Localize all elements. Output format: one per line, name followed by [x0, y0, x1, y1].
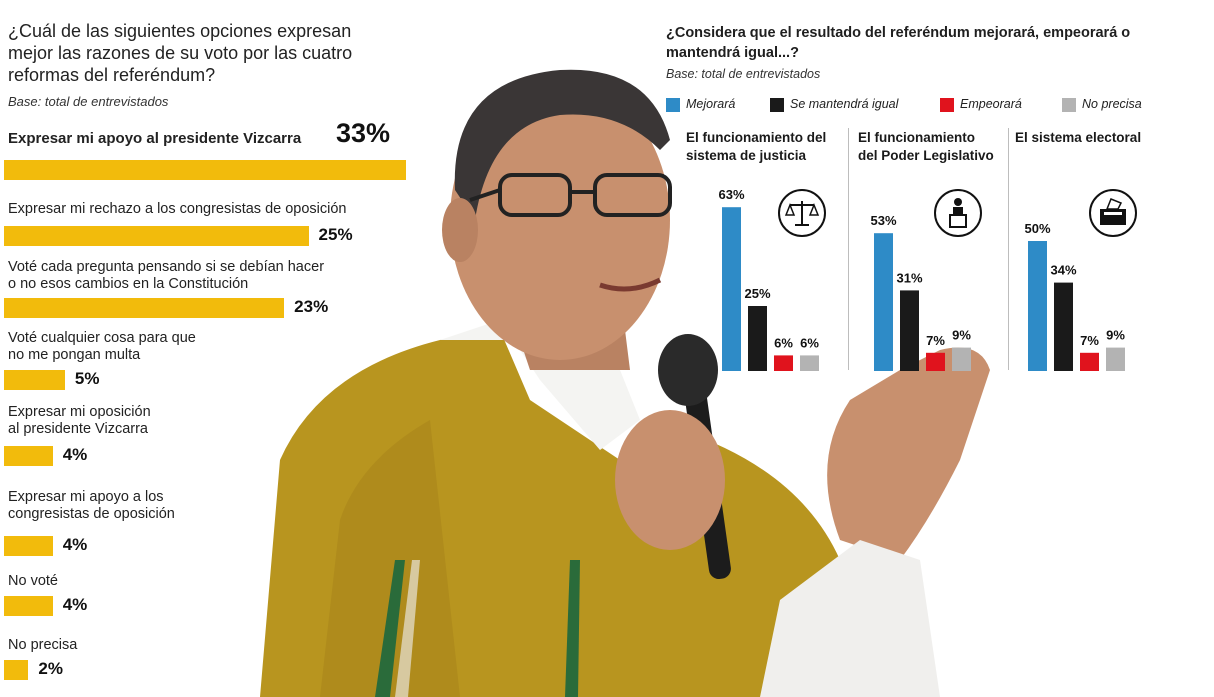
right-chart-base-note: Base: total de entrevistados [666, 67, 821, 81]
politician-photo [260, 69, 990, 697]
left-bar-label: Voté cualquier cosa para que no me pongan… [8, 330, 368, 364]
panel-title: El funcionamiento del Poder Legislativo [858, 129, 1018, 165]
left-bar-value-label: 4% [62, 535, 88, 554]
left-bar-label-line: Voté cualquier cosa para que [8, 330, 196, 346]
left-bar [4, 298, 285, 318]
left-bar-value-label: 4% [62, 445, 88, 464]
grouped-bar-value-label: 7% [1080, 333, 1099, 348]
left-bar-label-line: Voté cada pregunta pensando si se debían… [8, 259, 325, 275]
panel-title-line: del Poder Legislativo [858, 148, 994, 163]
left-bar-label-line: No precisa [8, 637, 78, 653]
left-bar [4, 226, 309, 246]
grouped-bar [1080, 352, 1099, 371]
panel-divider [1008, 128, 1009, 370]
left-bar [4, 160, 406, 180]
left-bar-label-line: o no esos cambios en la Constitución [8, 276, 249, 292]
left-chart-title: ¿Cuál de las siguientes opciones expresa… [8, 21, 353, 85]
panel-divider [848, 128, 849, 370]
grouped-bar [722, 207, 741, 371]
left-bar-label-line: Expresar mi apoyo al presidente Vizcarra [8, 130, 302, 147]
panel-title: El funcionamiento del sistema de justicia [686, 129, 846, 165]
left-bar-label: Expresar mi oposición al presidente Vizca… [8, 404, 368, 438]
legend-swatch [1062, 98, 1076, 112]
left-bar [4, 446, 53, 466]
grouped-bar [926, 352, 945, 371]
grouped-bar [1054, 282, 1073, 371]
left-bar-value-label: 23% [294, 297, 329, 316]
left-bar [4, 596, 53, 616]
panel-title-line: El funcionamiento del [686, 130, 827, 145]
grouped-bar [748, 306, 767, 371]
grouped-bar-value-label: 50% [1024, 221, 1050, 236]
speaker-podium-icon-glyph [949, 198, 967, 228]
left-bar-label-line: Expresar mi oposición [8, 404, 151, 420]
left-bar-label-line: al presidente Vizcarra [8, 421, 148, 437]
right-chart-title: ¿Considera que el resultado del referénd… [666, 25, 1131, 61]
ballot-box-icon-glyph [1100, 198, 1126, 225]
scales-icon-glyph [784, 201, 820, 226]
legend-label: Empeorará [960, 97, 1022, 111]
left-bar-label-line: No voté [8, 573, 58, 589]
grouped-bar [874, 233, 893, 371]
legend-label: No precisa [1082, 97, 1142, 111]
left-bar [4, 536, 53, 556]
panel-title: El sistema electoral [1015, 129, 1175, 147]
left-bar-label-line: Expresar mi rechazo a los congresistas d… [8, 201, 347, 217]
grouped-bar-value-label: 9% [1106, 328, 1125, 343]
legend-label: Mejorará [686, 97, 736, 111]
legend-swatch [770, 98, 784, 112]
panel-title-line: El sistema electoral [1015, 130, 1142, 145]
left-bar-chart: ¿Cuál de las siguientes opciones expresa… [0, 0, 430, 697]
left-bar-label: No voté [8, 573, 368, 590]
grouped-bar-value-label: 53% [870, 213, 896, 228]
grouped-bar-value-label: 63% [718, 187, 744, 202]
grouped-bar-value-label: 6% [800, 335, 819, 350]
legend-swatch [940, 98, 954, 112]
left-bar-value-label: 25% [318, 225, 353, 244]
left-bar-label: Expresar mi apoyo a los congresistas de o… [8, 489, 368, 523]
grouped-bar-value-label: 7% [926, 333, 945, 348]
grouped-bar-value-label: 31% [896, 270, 922, 285]
grouped-bar [900, 290, 919, 371]
left-bar-label: Expresar mi rechazo a los congresistas d… [8, 201, 368, 218]
left-chart-base-note: Base: total de entrevistados [8, 94, 169, 109]
left-bar-label: No precisa [8, 637, 368, 654]
left-bar-label-line: Expresar mi apoyo a los [8, 489, 164, 505]
legend-label: Se mantendrá igual [790, 97, 899, 111]
grouped-bar [952, 347, 971, 371]
grouped-bar [774, 355, 793, 371]
legend-swatch [666, 98, 680, 112]
panel-title-line: sistema de justicia [686, 148, 807, 163]
left-bar-value-label: 5% [74, 369, 100, 388]
left-bar-value-label: 4% [62, 595, 88, 614]
grouped-bar [800, 355, 819, 371]
left-bar-label-line: congresistas de oposición [8, 506, 175, 522]
left-bar-label-line: no me pongan multa [8, 347, 141, 363]
grouped-bars: 63% 25% 6% 6% 53% 31% 7% 9% 50% 34% 7% 9% [718, 187, 1137, 371]
right-grouped-bar-chart: ¿Considera que el resultado del referénd… [660, 0, 1214, 400]
panel-title-line: El funcionamiento [858, 130, 976, 145]
grouped-bar [1028, 241, 1047, 371]
grouped-bar [1106, 347, 1125, 371]
left-bar [4, 370, 65, 390]
left-bar-label: Expresar mi apoyo al presidente Vizcarra [8, 130, 368, 147]
grouped-bar-value-label: 25% [744, 286, 770, 301]
left-bar [4, 660, 29, 680]
grouped-bar-value-label: 9% [952, 328, 971, 343]
left-bar-value-label: 33% [336, 118, 391, 148]
grouped-bar-value-label: 34% [1050, 263, 1076, 278]
left-bar-label: Voté cada pregunta pensando si se debían… [8, 259, 368, 293]
grouped-bar-value-label: 6% [774, 335, 793, 350]
left-bar-value-label: 2% [38, 659, 63, 678]
